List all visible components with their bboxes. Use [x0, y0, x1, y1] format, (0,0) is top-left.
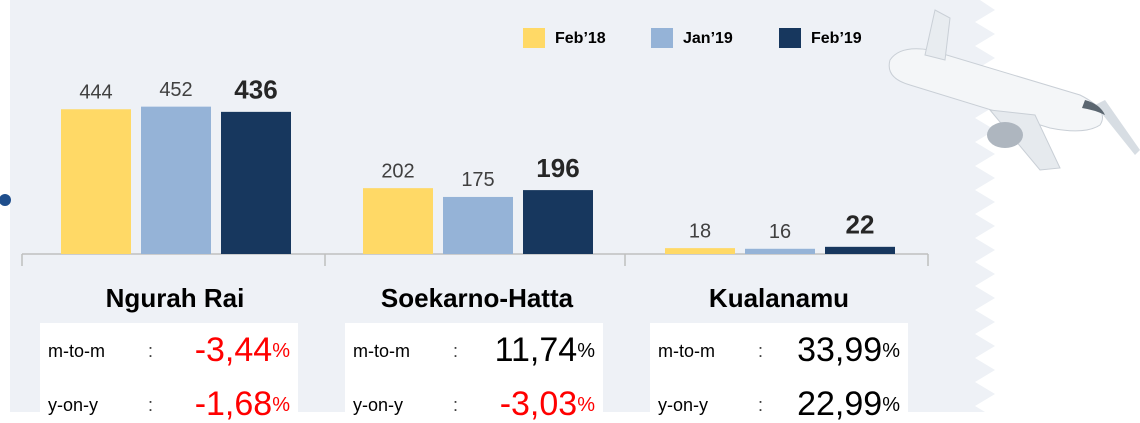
- value-label: 175: [461, 169, 494, 191]
- value-label: 444: [79, 82, 112, 104]
- category-label: Ngurah Rai: [106, 283, 245, 313]
- bar: [221, 112, 291, 254]
- stat-label: m-to-m: [353, 341, 410, 361]
- stat-label: y-on-y: [48, 395, 98, 415]
- value-label: 22: [846, 210, 875, 240]
- stat-unit: %: [577, 340, 595, 362]
- bar: [523, 190, 593, 254]
- stat-unit: %: [272, 340, 290, 362]
- stat-unit: %: [272, 394, 290, 416]
- bar: [61, 109, 131, 254]
- stat-unit: %: [882, 340, 900, 362]
- stat-number: 22,99: [797, 385, 882, 423]
- stat-unit: %: [882, 394, 900, 416]
- value-label: 452: [159, 79, 192, 101]
- stat-separator: :: [453, 341, 458, 361]
- stat-number: -3,03: [500, 385, 578, 423]
- value-label: 16: [769, 221, 791, 243]
- value-label: 18: [689, 220, 711, 242]
- stat-number: -3,44: [195, 331, 273, 369]
- value-label: 196: [536, 153, 579, 183]
- value-label: 202: [381, 160, 414, 182]
- stat-number: 33,99: [797, 331, 882, 369]
- decor-dot: [0, 194, 11, 206]
- stat-separator: :: [148, 341, 153, 361]
- stat-label: y-on-y: [353, 395, 403, 415]
- category-label: Kualanamu: [709, 283, 849, 313]
- bar: [141, 107, 211, 254]
- legend-label: Jan’19: [683, 30, 733, 47]
- stat-label: m-to-m: [658, 341, 715, 361]
- bar: [443, 197, 513, 254]
- stat-separator: :: [148, 395, 153, 415]
- legend-swatch: [779, 28, 801, 48]
- stat-number: 11,74: [495, 331, 578, 369]
- legend-label: Feb’18: [555, 30, 606, 47]
- stat-unit: %: [577, 394, 595, 416]
- category-label: Soekarno-Hatta: [381, 283, 574, 313]
- legend-label: Feb’19: [811, 30, 862, 47]
- legend-swatch: [523, 28, 545, 48]
- bar: [665, 248, 735, 254]
- value-label: 436: [234, 75, 277, 105]
- stat-separator: :: [758, 341, 763, 361]
- stat-separator: :: [453, 395, 458, 415]
- bar: [363, 188, 433, 254]
- legend-swatch: [651, 28, 673, 48]
- stat-separator: :: [758, 395, 763, 415]
- stat-number: -1,68: [195, 385, 273, 423]
- chart: Ngurah Rai 444 452 436 Soekarno-Hatta 202 175 1…: [0, 0, 1140, 423]
- stat-label: y-on-y: [658, 395, 708, 415]
- bar: [745, 249, 815, 254]
- stat-label: m-to-m: [48, 341, 105, 361]
- bar: [825, 247, 895, 254]
